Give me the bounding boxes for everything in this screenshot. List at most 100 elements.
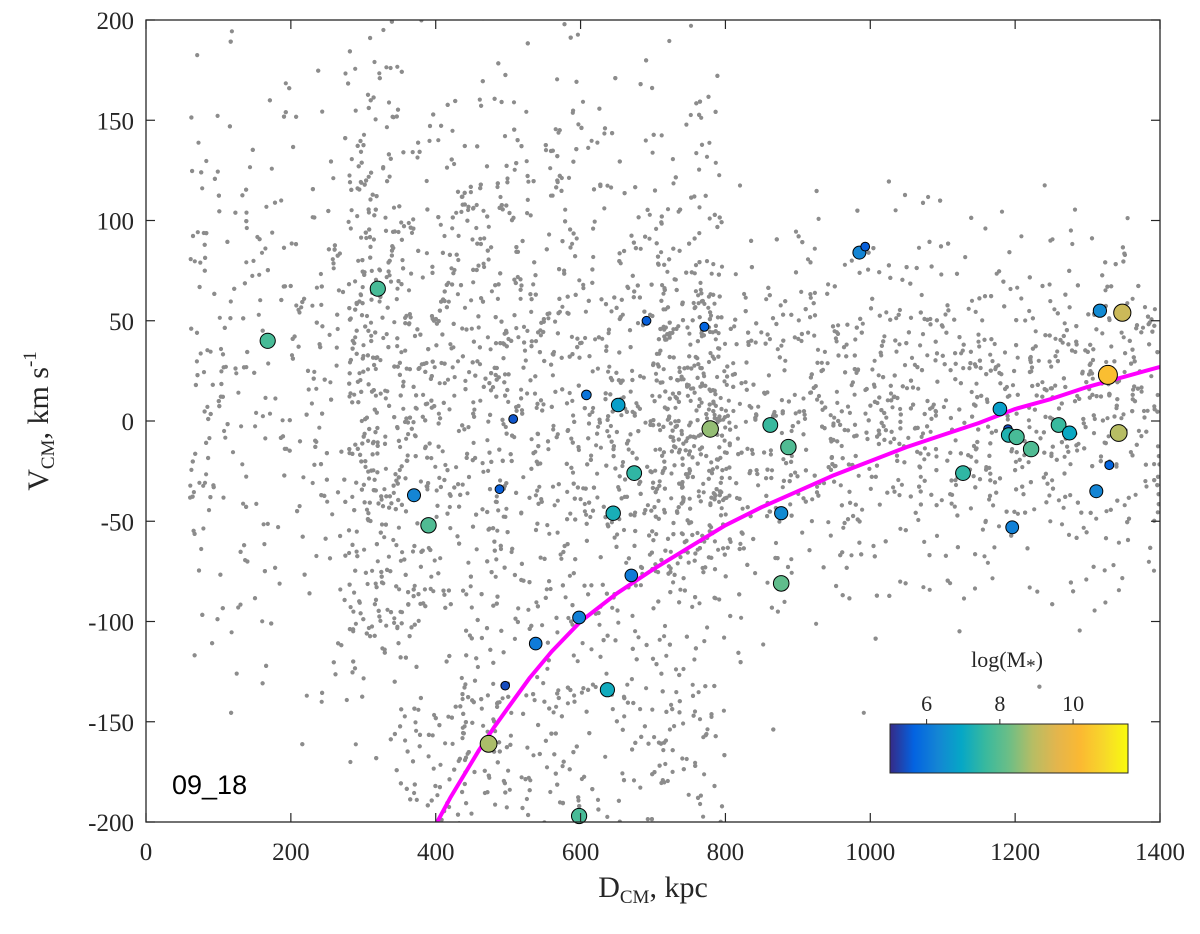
- background-particle: [475, 144, 480, 149]
- background-particle: [840, 456, 845, 461]
- background-particle: [844, 354, 849, 359]
- background-particle: [810, 497, 815, 502]
- background-particle: [253, 424, 258, 429]
- background-particle: [570, 241, 575, 246]
- background-particle: [386, 554, 391, 559]
- background-particle: [536, 501, 541, 506]
- background-particle: [464, 628, 469, 633]
- background-particle: [576, 795, 581, 800]
- background-particle: [754, 321, 759, 326]
- background-particle: [877, 502, 882, 507]
- background-particle: [193, 382, 198, 388]
- background-particle: [212, 291, 217, 296]
- background-particle: [465, 491, 470, 496]
- background-particle: [614, 305, 619, 310]
- background-particle: [751, 382, 756, 387]
- background-particle: [244, 187, 249, 192]
- background-particle: [546, 316, 551, 321]
- background-particle: [987, 453, 992, 458]
- background-particle: [433, 464, 438, 469]
- background-particle: [762, 390, 767, 395]
- background-particle: [485, 438, 490, 443]
- background-particle: [547, 232, 552, 237]
- background-particle: [282, 473, 287, 478]
- background-particle: [617, 350, 622, 355]
- background-particle: [863, 411, 868, 416]
- background-particle: [733, 424, 738, 429]
- background-particle: [746, 342, 751, 347]
- background-particle: [521, 365, 526, 370]
- background-particle: [1083, 425, 1088, 430]
- background-particle: [848, 500, 853, 505]
- background-particle: [456, 257, 461, 263]
- background-particle: [1084, 380, 1089, 385]
- background-particle: [687, 241, 692, 246]
- background-particle: [819, 368, 824, 374]
- background-particle: [547, 531, 552, 536]
- background-particle: [808, 260, 813, 265]
- background-particle: [555, 154, 560, 159]
- background-particle: [441, 588, 446, 593]
- background-particle: [728, 613, 733, 619]
- background-particle: [765, 332, 770, 337]
- background-particle: [411, 217, 416, 222]
- background-particle: [649, 282, 654, 287]
- background-particle: [617, 251, 622, 256]
- background-particle: [353, 442, 358, 447]
- background-particle: [363, 570, 368, 575]
- background-particle: [1040, 380, 1045, 385]
- background-particle: [667, 642, 673, 647]
- background-particle: [630, 450, 635, 455]
- background-particle: [591, 254, 596, 260]
- background-particle: [1068, 228, 1073, 233]
- background-particle: [906, 435, 911, 440]
- background-particle: [933, 339, 938, 344]
- background-particle: [439, 123, 444, 128]
- background-particle: [524, 159, 529, 164]
- background-particle: [528, 292, 533, 297]
- background-particle: [659, 220, 664, 225]
- background-particle: [671, 520, 676, 526]
- background-particle: [764, 297, 769, 302]
- background-particle: [918, 343, 923, 348]
- background-particle: [380, 504, 386, 509]
- background-particle: [671, 181, 676, 186]
- background-particle: [1034, 429, 1039, 434]
- background-particle: [669, 702, 674, 708]
- background-particle: [630, 377, 635, 383]
- background-particle: [552, 752, 557, 757]
- background-particle: [442, 233, 447, 239]
- background-particle: [584, 709, 589, 714]
- background-particle: [250, 147, 255, 152]
- background-particle: [695, 339, 701, 344]
- background-particle: [844, 565, 849, 570]
- background-particle: [727, 441, 732, 446]
- background-particle: [498, 478, 503, 483]
- background-particle: [1028, 358, 1033, 363]
- background-particle: [607, 434, 612, 439]
- background-particle: [1075, 448, 1080, 453]
- background-particle: [1152, 307, 1157, 312]
- background-particle: [672, 572, 677, 578]
- background-particle: [669, 496, 674, 501]
- background-particle: [698, 280, 703, 285]
- background-particle: [946, 241, 951, 246]
- background-particle: [1107, 317, 1112, 323]
- background-particle: [576, 798, 581, 803]
- background-particle: [410, 549, 416, 554]
- background-particle: [929, 416, 934, 421]
- background-particle: [679, 432, 685, 437]
- background-particle: [447, 653, 452, 659]
- background-particle: [606, 524, 611, 529]
- background-particle: [569, 436, 574, 441]
- background-particle: [847, 596, 852, 601]
- background-particle: [1049, 386, 1054, 391]
- background-particle: [204, 472, 209, 477]
- background-particle: [512, 636, 518, 642]
- background-particle: [569, 465, 574, 470]
- background-particle: [378, 618, 383, 624]
- background-particle: [482, 264, 487, 270]
- background-particle: [554, 185, 559, 190]
- background-particle: [525, 211, 530, 216]
- background-particle: [210, 382, 215, 387]
